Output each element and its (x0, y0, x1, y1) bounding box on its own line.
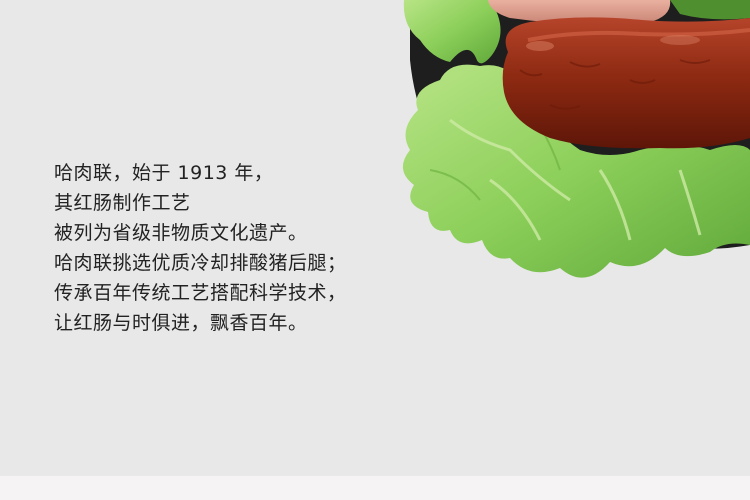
footer-strip (0, 476, 750, 500)
brand-description: 哈肉联，始于 1913 年， 其红肠制作工艺 被列为省级非物质文化遗产。 哈肉联… (54, 158, 347, 338)
description-line-2: 其红肠制作工艺 (54, 192, 191, 214)
description-line-5: 传承百年传统工艺搭配科学技术， (54, 282, 347, 304)
promo-panel: 哈肉联，始于 1913 年， 其红肠制作工艺 被列为省级非物质文化遗产。 哈肉联… (54, 0, 750, 338)
description-line-3: 被列为省级非物质文化遗产。 (54, 222, 308, 244)
description-line-1: 哈肉联，始于 1913 年， (54, 162, 274, 184)
sausage-plate-image (402, 0, 750, 278)
description-line-6: 让红肠与时俱进，飘香百年。 (54, 312, 308, 334)
description-line-4: 哈肉联挑选优质冷却排酸猪后腿； (54, 252, 347, 274)
